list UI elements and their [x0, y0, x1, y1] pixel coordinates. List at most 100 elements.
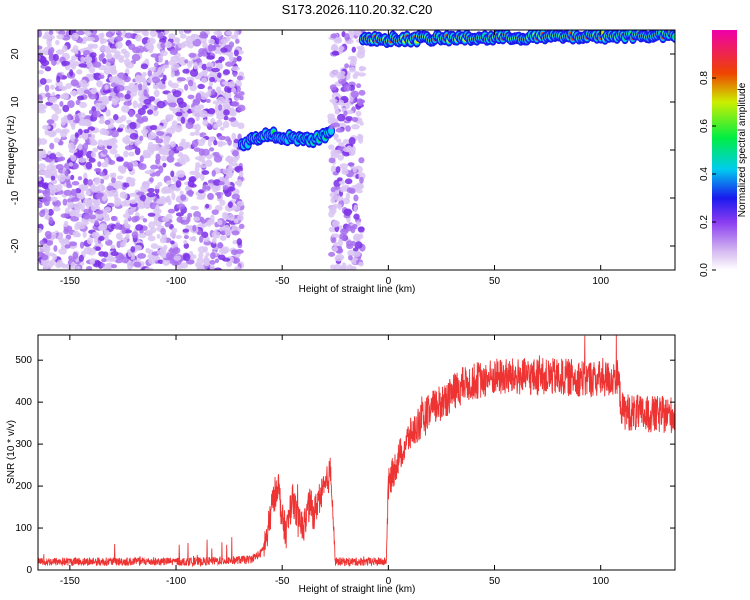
spectrogram-region — [38, 30, 246, 270]
spectrogram-blob — [163, 64, 170, 69]
spectrogram-blob — [136, 191, 145, 196]
spectrogram-blob — [93, 177, 102, 184]
spectrogram-blob — [193, 99, 201, 104]
spectrogram-blob — [229, 109, 237, 117]
spectrogram-blob — [194, 130, 200, 136]
spectrogram-blob — [141, 30, 148, 36]
spectrogram-blob — [58, 248, 67, 255]
spectrogram-blob — [172, 90, 182, 98]
spectrogram-blob — [99, 37, 105, 45]
spectrogram-blob — [143, 98, 152, 105]
spectrogram-blob — [98, 236, 105, 241]
spectrogram-blob — [223, 91, 232, 99]
spectrogram-blob — [103, 216, 111, 222]
spectrogram-blob — [229, 80, 236, 89]
spectrogram-blob — [342, 139, 350, 144]
spectrogram-blob — [173, 37, 181, 43]
spectrogram-blob — [74, 137, 79, 143]
spectrogram-blob — [70, 155, 77, 162]
chart-title: S173.2026.110.20.32.C20 — [282, 2, 433, 17]
spectrogram-blob — [89, 214, 97, 220]
spectrogram-blob — [64, 244, 71, 249]
spectrogram-blob — [90, 205, 97, 212]
spectrogram-blob — [169, 141, 176, 148]
spectrogram-blob — [60, 116, 67, 123]
spectrogram-blob — [156, 131, 165, 136]
spectrogram-blob — [180, 262, 189, 269]
spectrogram-blob — [166, 180, 172, 185]
spectrogram-blob — [72, 230, 80, 238]
spectrogram-blob — [130, 246, 136, 253]
spectrogram-blob — [85, 161, 93, 170]
spectrogram-blob — [149, 30, 158, 38]
snr-marks — [38, 335, 675, 568]
spectrogram-blob — [188, 52, 197, 58]
spectrogram-blob — [105, 61, 111, 68]
spectrogram-blob — [162, 186, 172, 194]
spectrogram-blob — [211, 67, 220, 73]
spectrogram-blob — [231, 230, 240, 236]
spectrogram-blob — [38, 228, 43, 234]
spectrogram-blob — [133, 30, 143, 34]
spectrogram-blob — [191, 33, 197, 42]
spectrogram-blob — [330, 165, 337, 173]
spectrogram-blob — [78, 184, 88, 190]
spectrogram-blob — [227, 170, 233, 179]
spectrogram-blob — [184, 83, 189, 91]
spectrogram-blob — [162, 216, 170, 223]
spectrogram-blob — [176, 203, 186, 210]
spectrogram-blob — [219, 199, 226, 206]
spectrogram-blob — [154, 56, 159, 62]
spectrogram-blob — [128, 109, 134, 118]
spectrogram-blob — [232, 240, 238, 245]
spectrogram-blob — [74, 223, 80, 231]
spectrogram-blob — [110, 69, 118, 76]
colorbar-tick-label: 0.6 — [699, 119, 710, 133]
spectrogram-blob — [339, 163, 349, 170]
spectrogram-blob — [121, 226, 126, 234]
spectrogram-region — [327, 30, 367, 270]
spectrogram-blob — [76, 112, 86, 119]
spectrogram-blob — [331, 246, 339, 252]
snr-y-tick-label: 200 — [15, 481, 32, 492]
spectrogram-blob — [197, 52, 203, 58]
spectrogram-blob — [217, 254, 226, 260]
spectrogram-blob — [172, 63, 180, 69]
spectrogram-blob — [67, 201, 75, 209]
spectrogram-blob — [111, 130, 119, 138]
spectrogram-blob — [232, 156, 238, 163]
spectrogram-blob — [53, 137, 60, 144]
spectrogram-blob — [338, 225, 343, 230]
spectrogram-blob — [171, 175, 180, 183]
spectrogram-blob — [61, 60, 71, 66]
spectrogram-x-tick-label: -150 — [60, 276, 80, 287]
spectrogram-blob — [238, 170, 244, 178]
spectrogram-blob — [351, 46, 357, 53]
spectrogram-blob — [353, 194, 359, 202]
spectrogram-blob — [97, 102, 106, 110]
spectrogram-blob — [144, 267, 154, 270]
spectrogram-blob — [129, 121, 137, 130]
spectrogram-blob — [206, 55, 215, 60]
spectrogram-blob — [330, 33, 338, 39]
spectrogram-blob — [355, 110, 362, 117]
spectrogram-blob — [354, 71, 360, 76]
spectrogram-blob — [156, 125, 164, 131]
spectrogram-blob — [335, 127, 344, 133]
spectrogram-blob — [137, 89, 145, 98]
spectrogram-blob — [332, 237, 337, 243]
spectrogram-blob — [112, 114, 119, 121]
spectrogram-blob — [144, 198, 150, 206]
spectrogram-blob — [358, 65, 365, 72]
spectrogram-blob — [140, 194, 147, 202]
spectrogram-blob — [98, 74, 105, 79]
spectrogram-blob — [162, 162, 167, 168]
colorbar-tick-label: 0.2 — [699, 215, 710, 229]
spectrogram-y-tick-label: 0 — [10, 147, 21, 153]
spectrogram-blob — [172, 247, 181, 255]
spectrogram-blob — [180, 138, 186, 143]
spectrogram-blob — [116, 84, 125, 92]
spectrogram-blob — [56, 75, 61, 83]
snr-x-tick-label: -100 — [166, 576, 186, 587]
